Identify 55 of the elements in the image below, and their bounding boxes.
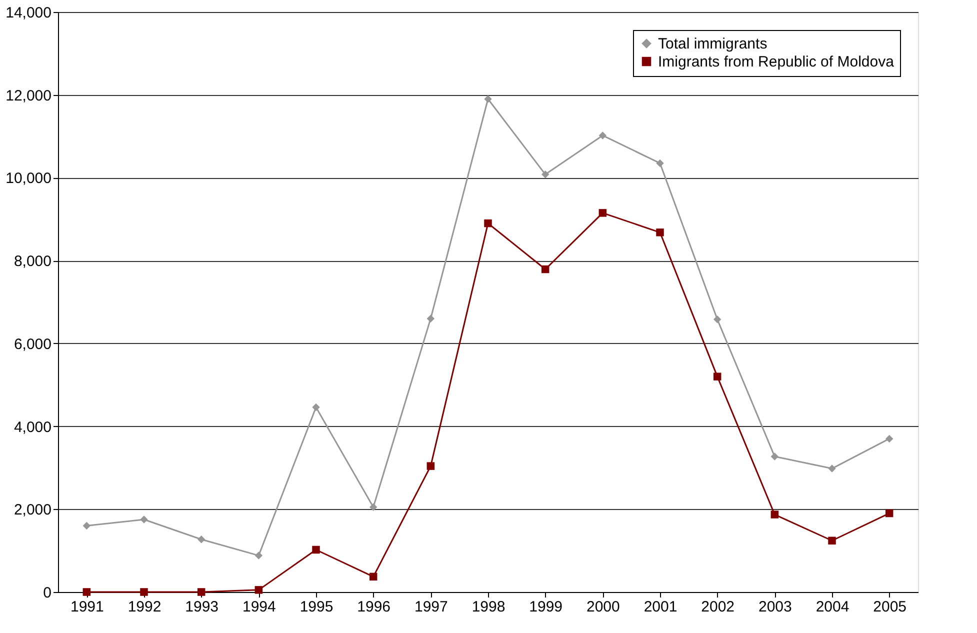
y-tick-label: 0	[43, 584, 52, 602]
point	[82, 588, 91, 596]
point	[656, 228, 664, 236]
x-tick-label: 1995	[300, 598, 334, 616]
x-tick-label: 1992	[128, 598, 162, 616]
x-tick-label: 1991	[70, 598, 104, 616]
legend-label: Imigrants from Republic of Moldova	[658, 54, 895, 70]
point	[713, 316, 722, 324]
y-tick-label: 10,000	[6, 170, 52, 188]
point	[140, 516, 148, 524]
point	[82, 522, 91, 530]
point	[197, 588, 206, 596]
x-tick-label: 1999	[529, 598, 563, 616]
x-tick-label: 1996	[357, 598, 391, 616]
point	[656, 159, 664, 168]
x-tick-label: 1998	[472, 598, 506, 616]
x-tick-label: 1994	[242, 598, 276, 616]
y-tick-label: 2,000	[14, 502, 52, 519]
x-tick-label: 1993	[185, 598, 219, 616]
x-tick-label: 2004	[816, 598, 850, 616]
point	[598, 132, 607, 140]
point	[885, 509, 894, 518]
point	[484, 219, 492, 228]
y-tick-label: 6,000	[14, 336, 52, 353]
x-tick-label: 2000	[586, 598, 620, 616]
point	[254, 586, 263, 594]
point	[770, 452, 779, 460]
point	[885, 434, 894, 443]
x-tick-label: 1997	[414, 598, 448, 616]
point	[426, 314, 435, 322]
legend-label: Total immigrants	[658, 36, 768, 52]
point	[369, 503, 378, 511]
y-tick-label: 12,000	[6, 87, 52, 104]
point	[713, 372, 722, 380]
y-tick-label: 4,000	[14, 418, 52, 436]
point	[484, 95, 492, 103]
point	[426, 462, 435, 470]
point	[828, 536, 836, 544]
point	[140, 588, 148, 596]
point	[598, 209, 607, 217]
x-tick-label: 2005	[873, 598, 907, 616]
point	[828, 464, 836, 472]
point	[770, 510, 779, 518]
x-tick-label: 2002	[701, 598, 735, 616]
point	[254, 552, 263, 560]
x-tick-label: 2001	[644, 598, 678, 616]
y-tick-label: 8,000	[14, 253, 52, 270]
point	[541, 170, 550, 178]
point	[312, 546, 320, 554]
point	[312, 403, 320, 412]
point	[541, 265, 550, 274]
x-tick-label: 2003	[758, 598, 792, 616]
y-tick-label: 14,000	[6, 4, 52, 22]
point	[197, 536, 206, 544]
point	[369, 572, 378, 581]
